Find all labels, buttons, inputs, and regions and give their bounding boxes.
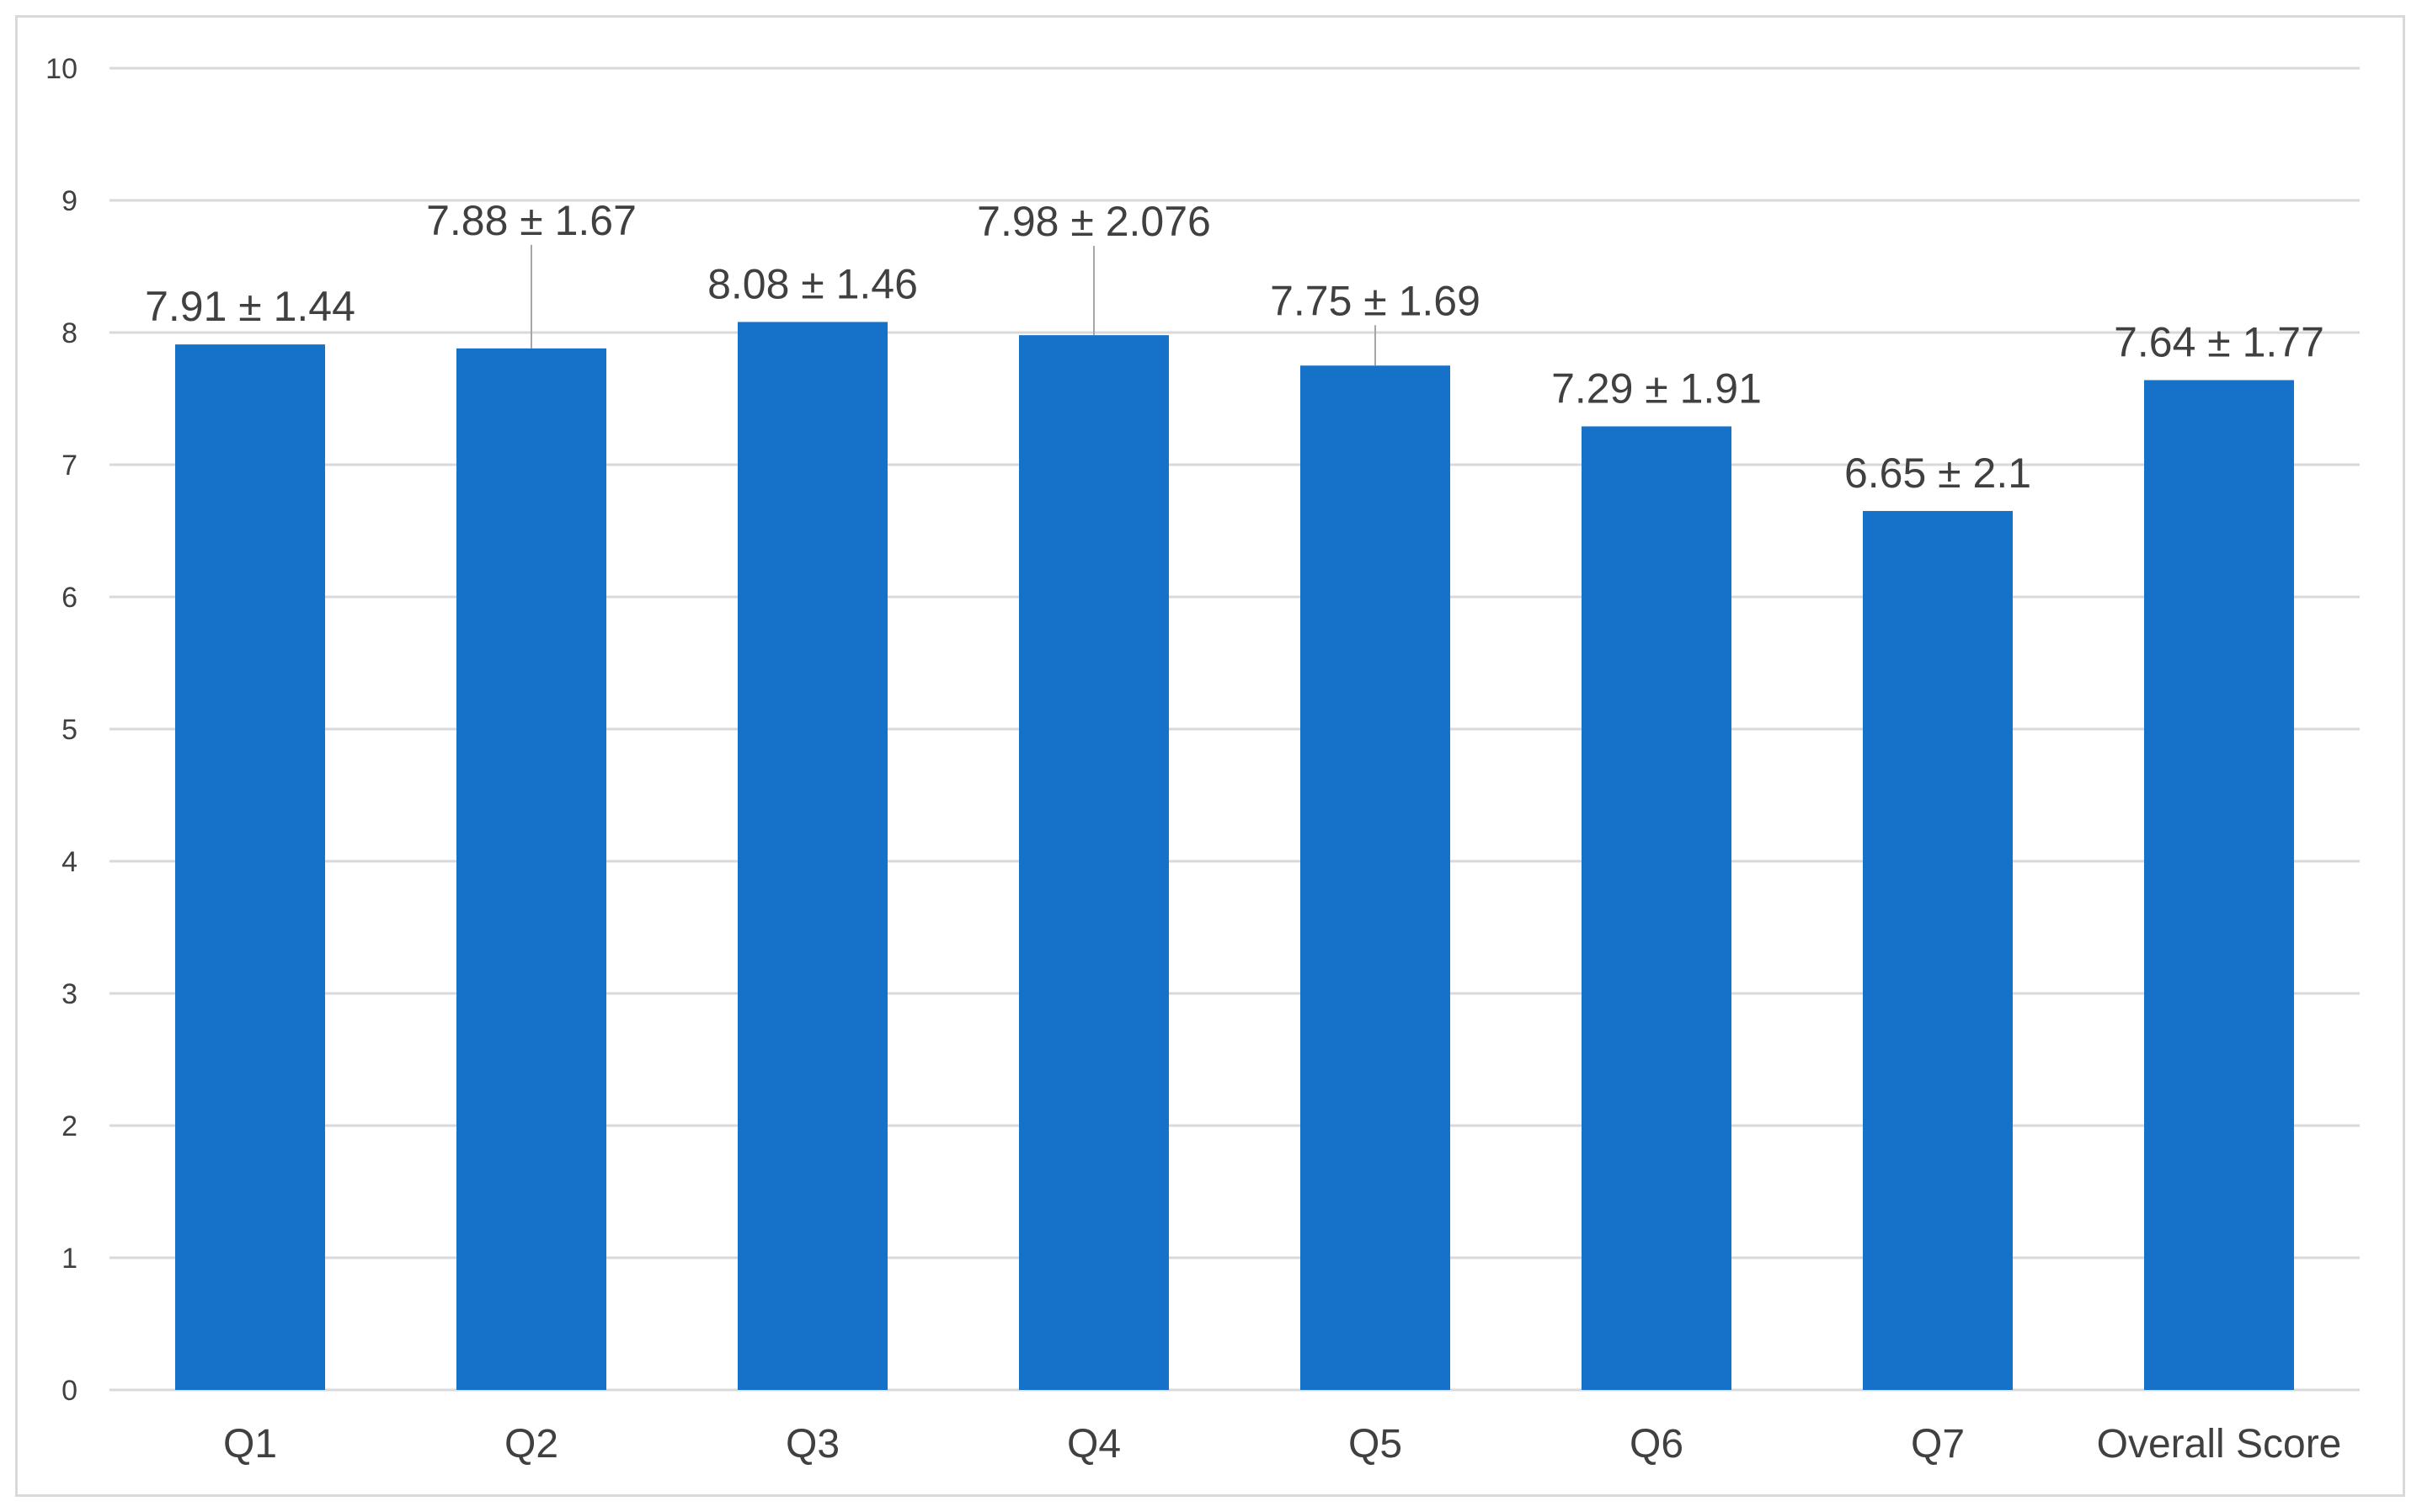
y-tick-label: 2 (61, 1110, 77, 1142)
data-label: 7.91 ± 1.44 (145, 283, 355, 330)
x-category-label: Q6 (1630, 1422, 1683, 1467)
y-tick-label: 10 (45, 53, 77, 85)
leader-lines (531, 244, 1376, 366)
y-tick-label: 6 (61, 582, 77, 614)
data-label: 6.65 ± 2.1 (1844, 450, 2031, 497)
data-label: 7.98 ± 2.076 (977, 198, 1211, 245)
data-label: 7.29 ± 1.91 (1551, 365, 1762, 412)
gridlines (109, 67, 2360, 1392)
y-tick-label: 7 (61, 450, 77, 482)
bar-q4 (1019, 335, 1169, 1390)
data-label: 7.75 ± 1.69 (1270, 277, 1480, 324)
data-label: 7.64 ± 1.77 (2114, 319, 2324, 366)
y-tick-label: 9 (61, 185, 77, 217)
bars (175, 322, 2294, 1391)
x-axis-categories: Q1 Q2 Q3 Q4 Q5 Q6 Q7 Overall Score (223, 1422, 2341, 1467)
y-tick-label: 5 (61, 714, 77, 746)
data-label: 8.08 ± 1.46 (707, 260, 918, 307)
bar-q5 (1300, 365, 1450, 1390)
y-axis-ticks: 0 1 2 3 4 5 6 7 8 9 10 (45, 53, 77, 1407)
x-category-label: Q1 (223, 1422, 277, 1467)
bar-q6 (1582, 426, 1731, 1391)
bar-q7 (1863, 510, 2013, 1391)
bar-q1 (175, 344, 325, 1390)
bar-overall-score (2144, 380, 2294, 1390)
data-label: 7.88 ± 1.67 (426, 197, 637, 244)
bar-q3 (738, 322, 888, 1391)
y-tick-label: 1 (61, 1243, 77, 1275)
bar-q2 (456, 348, 606, 1391)
y-tick-label: 8 (61, 317, 77, 349)
data-labels: 7.91 ± 1.44 7.88 ± 1.67 8.08 ± 1.46 7.98 ± … (145, 197, 2324, 497)
x-category-label: Q5 (1348, 1422, 1402, 1467)
x-category-label: Overall Score (2097, 1422, 2342, 1467)
x-category-label: Q7 (1911, 1422, 1965, 1467)
y-tick-label: 0 (61, 1375, 77, 1407)
x-category-label: Q4 (1067, 1422, 1121, 1467)
x-category-label: Q2 (504, 1422, 558, 1467)
x-category-label: Q3 (786, 1422, 840, 1467)
y-tick-label: 3 (61, 978, 77, 1010)
y-tick-label: 4 (61, 846, 77, 878)
